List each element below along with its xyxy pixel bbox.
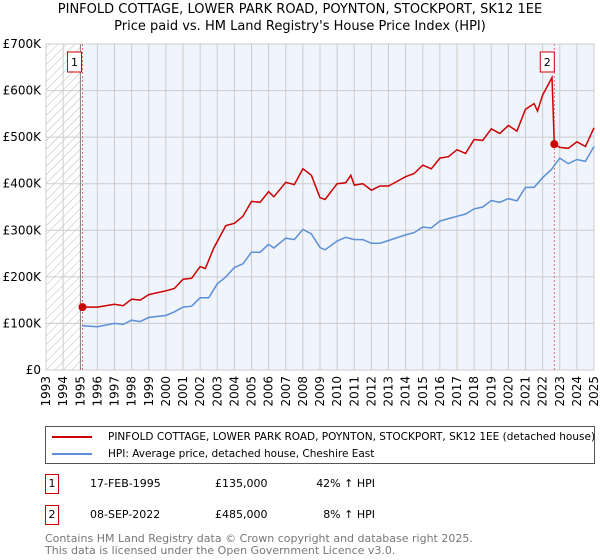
x-tick-label: 2016: [433, 376, 447, 407]
sale-point: [550, 140, 559, 149]
sale-marker-label: 1: [71, 56, 78, 69]
sale-marker-box: [539, 51, 555, 73]
y-tick-label: £700K: [3, 37, 43, 51]
x-tick-label: 2019: [484, 376, 498, 407]
sale-marker-box: [66, 51, 82, 73]
x-tick-label: 2006: [262, 376, 276, 407]
x-tick-label: 2003: [210, 376, 224, 407]
x-tick-label: 2011: [347, 376, 361, 407]
x-tick-label: 1999: [142, 376, 156, 407]
legend-property: PINFOLD COTTAGE, LOWER PARK ROAD, POYNTO…: [108, 431, 596, 443]
x-tick-label: 2007: [279, 376, 293, 407]
x-tick-label: 2022: [536, 376, 550, 407]
x-tick-label: 1997: [108, 376, 122, 407]
legend: PINFOLD COTTAGE, LOWER PARK ROAD, POYNTO…: [45, 426, 595, 464]
owned-period-shade: [82, 44, 594, 370]
x-tick-label: 1994: [56, 376, 70, 407]
series-line: [82, 74, 595, 308]
x-tick-label: 2023: [553, 376, 567, 407]
series-line: [82, 146, 595, 328]
x-tick-label: 2017: [450, 376, 464, 407]
footer-licence: This data is licensed under the Open Gov…: [45, 544, 396, 557]
x-tick-label: 2009: [313, 376, 327, 407]
pre-data-hatch: [46, 44, 83, 370]
sale-date: 17-FEB-1995: [90, 477, 161, 490]
sale-price: £485,000: [215, 508, 268, 521]
x-tick-label: 2012: [364, 376, 378, 407]
sale-marker-label: 2: [544, 56, 551, 69]
sale-marker: 2: [45, 505, 59, 525]
plot-frame: [45, 43, 595, 371]
x-tick-label: 2008: [296, 376, 310, 407]
y-tick-label: £400K: [3, 177, 43, 191]
x-tick-label: 1996: [90, 376, 104, 407]
x-tick-label: 2024: [570, 376, 584, 407]
x-tick-label: 1998: [125, 376, 139, 407]
x-tick-label: 2018: [467, 376, 481, 407]
x-tick-label: 2021: [519, 376, 533, 407]
y-tick-label: £0: [26, 363, 41, 377]
legend-hpi: HPI: Average price, detached house, Ches…: [108, 448, 375, 460]
y-tick-label: £300K: [3, 223, 43, 237]
x-tick-label: 2013: [382, 376, 396, 407]
x-tick-label: 2010: [330, 376, 344, 407]
chart-title: PINFOLD COTTAGE, LOWER PARK ROAD, POYNTO…: [57, 2, 543, 17]
footer-copyright: Contains HM Land Registry data © Crown c…: [45, 532, 473, 545]
x-tick-label: 1995: [73, 376, 87, 407]
x-tick-label: 2005: [245, 376, 259, 407]
sale-price: £135,000: [215, 477, 268, 490]
x-tick-label: 2020: [501, 376, 515, 407]
sale-point: [78, 303, 87, 312]
x-tick-label: 2014: [399, 376, 413, 407]
x-tick-label: 2002: [193, 376, 207, 407]
x-tick-label: 2000: [159, 376, 173, 407]
x-tick-label: 2001: [176, 376, 190, 407]
x-tick-label: 1993: [39, 376, 53, 407]
sale-hpi-diff: 42% ↑ HPI: [316, 477, 375, 490]
y-tick-label: £100K: [3, 316, 43, 330]
chart-subtitle: Price paid vs. HM Land Registry's House …: [114, 19, 486, 34]
x-tick-label: 2004: [227, 376, 241, 407]
y-tick-label: £600K: [3, 84, 43, 98]
footer: Contains HM Land Registry data © Crown c…: [45, 533, 473, 557]
sale-date: 08-SEP-2022: [90, 508, 161, 521]
x-tick-label: 2025: [587, 376, 600, 407]
y-tick-label: £500K: [3, 130, 43, 144]
legend-swatch-property: [52, 436, 92, 438]
y-tick-label: £200K: [3, 270, 43, 284]
x-tick-label: 2015: [416, 376, 430, 407]
price-chart: 1993 1994 1995 1996 1997 1998 1999 2000 2001 2002…: [3, 37, 600, 407]
sale-row: 2 08-SEP-2022 £485,000 8% ↑ HPI: [45, 505, 445, 525]
sale-marker: 1: [45, 474, 59, 494]
sale-hpi-diff: 8% ↑ HPI: [323, 508, 375, 521]
sale-row: 1 17-FEB-1995 £135,000 42% ↑ HPI: [45, 474, 445, 494]
legend-swatch-hpi: [52, 453, 92, 455]
